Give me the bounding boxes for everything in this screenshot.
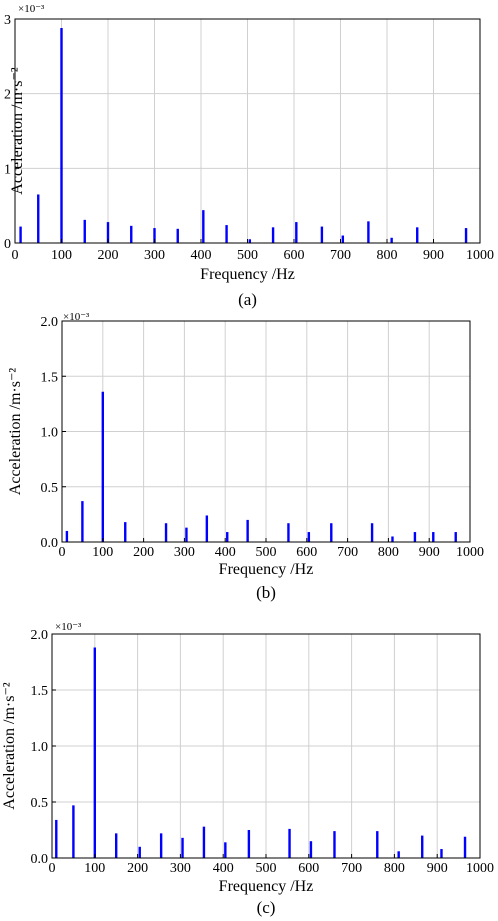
x-tick-label: 300 bbox=[170, 861, 191, 876]
x-axis-label: Frequency /Hz bbox=[219, 878, 314, 895]
exponent-label: ×10⁻³ bbox=[63, 311, 90, 323]
y-axis-label: Acceleration /m·s⁻² bbox=[9, 67, 26, 195]
y-tick-label: 1.0 bbox=[31, 740, 49, 755]
x-tick-label: 400 bbox=[215, 545, 236, 560]
y-axis-label: Acceleration /m·s⁻² bbox=[7, 368, 24, 496]
y-tick-label: 3 bbox=[4, 13, 11, 28]
chart-panel-3: 0 100 200 300 400 500 600 700 800 900 1000 0.0 0.5 1.… bbox=[1, 621, 494, 917]
x-tick-label: 1000 bbox=[456, 545, 484, 560]
x-tick-label: 900 bbox=[419, 545, 440, 560]
y-tick-label: 2 bbox=[4, 88, 11, 103]
x-tick-label: 0 bbox=[12, 248, 19, 263]
x-tick-label: 900 bbox=[423, 248, 444, 263]
x-tick-label: 700 bbox=[341, 861, 362, 876]
x-tick-label: 1000 bbox=[466, 861, 494, 876]
x-tick-label: 100 bbox=[92, 545, 113, 560]
x-tick-label: 700 bbox=[330, 248, 351, 263]
x-tick-label: 800 bbox=[378, 545, 399, 560]
y-tick-label: 0.5 bbox=[41, 481, 59, 496]
y-tick-label: 0.0 bbox=[41, 536, 59, 551]
x-axis-label: Frequency /Hz bbox=[219, 561, 314, 578]
y-tick-label: 0 bbox=[4, 237, 11, 252]
x-tick-label: 0 bbox=[49, 861, 56, 876]
chart-panel-1: 0 100 200 300 400 500 600 700 800 900 1000 0 1 2 3 ×10⁻… bbox=[4, 3, 494, 309]
panel-label: (b) bbox=[256, 583, 276, 602]
y-tick-label: 0.5 bbox=[31, 796, 49, 811]
x-tick-label: 500 bbox=[256, 545, 277, 560]
x-tick-label: 600 bbox=[296, 545, 317, 560]
x-tick-label: 200 bbox=[133, 545, 154, 560]
y-tick-label: 1.5 bbox=[31, 684, 49, 699]
x-tick-label: 0 bbox=[59, 545, 66, 560]
panel-label: (a) bbox=[238, 290, 257, 309]
x-tick-label: 800 bbox=[384, 861, 405, 876]
x-tick-label: 500 bbox=[256, 861, 277, 876]
exponent-label: ×10⁻³ bbox=[55, 621, 82, 633]
x-tick-label: 200 bbox=[98, 248, 119, 263]
x-tick-label: 800 bbox=[377, 248, 398, 263]
x-tick-label: 700 bbox=[337, 545, 358, 560]
panel-label: (c) bbox=[257, 898, 276, 917]
x-tick-label: 200 bbox=[127, 861, 148, 876]
y-tick-label: 0.0 bbox=[31, 852, 49, 867]
x-tick-label: 400 bbox=[191, 248, 212, 263]
chart-panel-2: 0 100 200 300 400 500 600 700 800 900 1000 0.0 0.5 1.… bbox=[7, 311, 484, 602]
x-tick-label: 400 bbox=[213, 861, 234, 876]
x-tick-label: 600 bbox=[298, 861, 319, 876]
x-tick-label: 300 bbox=[144, 248, 165, 263]
y-tick-label: 1.0 bbox=[41, 426, 59, 441]
y-tick-label: 2.0 bbox=[41, 315, 59, 330]
x-tick-label: 1000 bbox=[466, 248, 494, 263]
x-tick-label: 100 bbox=[84, 861, 105, 876]
x-axis-label: Frequency /Hz bbox=[200, 266, 295, 283]
x-tick-label: 100 bbox=[51, 248, 72, 263]
x-tick-label: 300 bbox=[174, 545, 195, 560]
y-axis-label: Acceleration /m·s⁻² bbox=[1, 682, 18, 810]
y-tick-label: 1 bbox=[4, 162, 11, 177]
exponent-label: ×10⁻³ bbox=[18, 3, 45, 15]
y-tick-label: 2.0 bbox=[31, 628, 49, 643]
x-tick-label: 900 bbox=[427, 861, 448, 876]
y-tick-label: 1.5 bbox=[41, 370, 59, 385]
x-tick-label: 600 bbox=[284, 248, 305, 263]
x-tick-label: 500 bbox=[237, 248, 258, 263]
